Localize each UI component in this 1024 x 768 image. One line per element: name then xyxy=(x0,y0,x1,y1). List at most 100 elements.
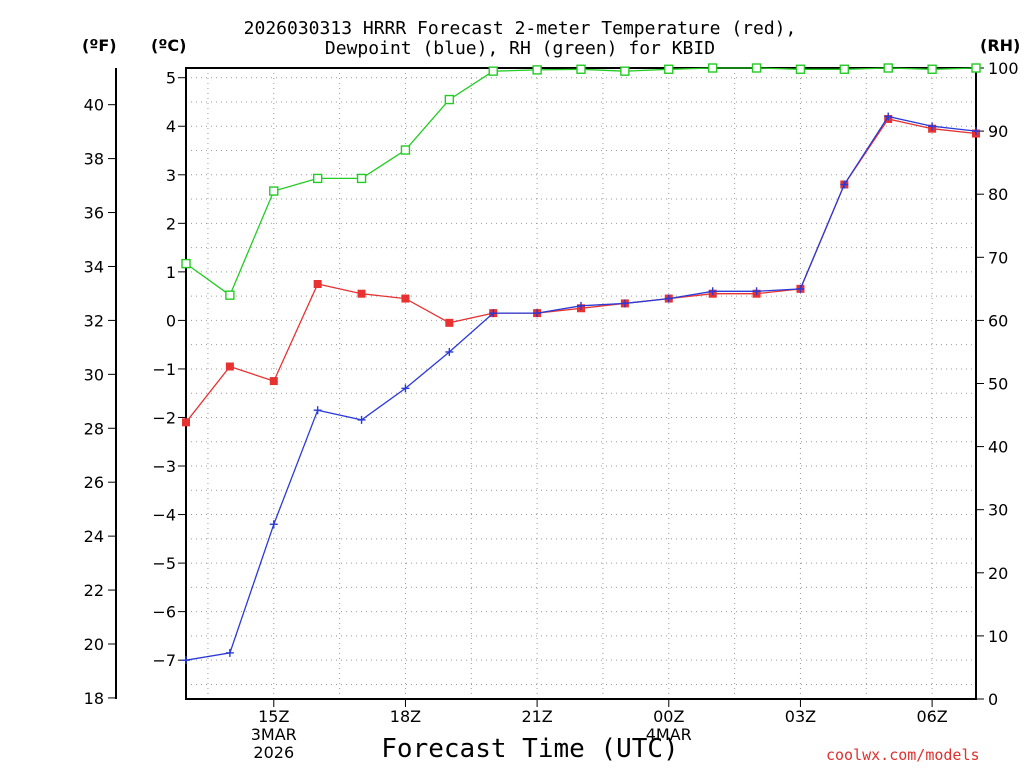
source-credit: coolwx.com/models xyxy=(826,746,980,764)
celsius-tick-label: −4 xyxy=(152,506,176,525)
dewpoint-point xyxy=(357,415,366,424)
dewpoint-point xyxy=(182,656,190,665)
x-tick-label: 3MAR xyxy=(251,725,297,744)
rh-tick-label: 60 xyxy=(988,311,1008,330)
rh-point xyxy=(751,63,762,73)
rh-point xyxy=(444,94,455,105)
rh-tick-label: 40 xyxy=(988,438,1008,457)
rh-point xyxy=(971,63,981,73)
fahrenheit-tick-label: 26 xyxy=(84,473,104,492)
x-tick-label: 00Z xyxy=(653,707,684,726)
fahrenheit-tick-label: 34 xyxy=(84,257,104,276)
celsius-tick-label: −7 xyxy=(152,651,176,670)
fahrenheit-tick-label: 20 xyxy=(84,635,104,654)
temperature-point xyxy=(313,279,322,288)
x-tick-label: 15Z xyxy=(258,707,289,726)
rh-point xyxy=(269,186,279,196)
chart-title-line-2: Dewpoint (blue), RH (green) for KBID xyxy=(324,38,716,59)
rh-axis-unit: (RH) xyxy=(980,36,1021,55)
rh-point xyxy=(181,258,191,269)
dewpoint-point xyxy=(577,301,585,310)
chart-title-line-1: 2026030313 HRRR Forecast 2-meter Tempera… xyxy=(243,18,797,39)
fahrenheit-tick-label: 22 xyxy=(84,581,104,600)
celsius-tick-label: −5 xyxy=(152,554,176,573)
dewpoint-point xyxy=(533,309,542,318)
dewpoint-point xyxy=(840,180,849,189)
dewpoint-point xyxy=(313,406,322,415)
rh-tick-label: 0 xyxy=(988,690,998,709)
celsius-tick-label: −1 xyxy=(152,360,176,379)
temperature-point xyxy=(445,318,454,327)
series-line xyxy=(185,115,977,661)
rh-point xyxy=(839,64,850,74)
dewpoint-point xyxy=(752,287,761,296)
rh-point xyxy=(532,65,542,75)
fahrenheit-tick-label: 40 xyxy=(84,96,104,115)
plot-frame xyxy=(185,67,977,700)
rh-tick-label: 70 xyxy=(988,248,1008,267)
rh-point xyxy=(488,66,498,76)
fahrenheit-tick-label: 28 xyxy=(84,419,104,438)
celsius-tick-label: 4 xyxy=(166,117,176,136)
fahrenheit-tick-label: 38 xyxy=(84,150,104,169)
dewpoint-point xyxy=(445,347,454,356)
celsius-tick-label: −6 xyxy=(152,603,176,622)
rh-tick-label: 90 xyxy=(988,122,1008,141)
rh-point xyxy=(576,64,586,74)
celsius-axis-unit: (ºC) xyxy=(151,36,187,55)
celsius-tick-label: −3 xyxy=(152,457,176,476)
rh-point xyxy=(664,64,674,74)
fahrenheit-axis-unit: (ºF) xyxy=(82,36,117,55)
rh-point xyxy=(927,64,937,74)
temperature-point xyxy=(269,377,278,386)
rh-point xyxy=(883,63,893,73)
rh-point xyxy=(795,64,806,74)
temperature-point xyxy=(182,418,190,427)
rh-point xyxy=(400,145,411,155)
x-tick-label: 4MAR xyxy=(646,725,692,744)
fahrenheit-tick-label: 30 xyxy=(84,365,104,384)
rh-tick-label: 20 xyxy=(988,564,1008,583)
fahrenheit-tick-label: 18 xyxy=(84,689,104,708)
rh-tick-label: 100 xyxy=(988,59,1019,78)
dewpoint-point xyxy=(664,294,673,303)
rh-point xyxy=(312,173,323,184)
dewpoint-point xyxy=(269,520,278,529)
celsius-tick-label: 5 xyxy=(166,69,176,88)
rh-point xyxy=(620,66,630,76)
dewpoint-point xyxy=(708,287,717,296)
celsius-tick-label: 0 xyxy=(166,311,176,330)
rh-point xyxy=(707,63,718,73)
fahrenheit-tick-label: 36 xyxy=(84,204,104,223)
celsius-tick-label: 3 xyxy=(166,166,176,185)
celsius-tick-label: −2 xyxy=(152,408,176,427)
temperature-point xyxy=(357,289,366,298)
rh-point xyxy=(356,173,367,184)
dewpoint-point xyxy=(489,309,498,318)
dewpoint-point xyxy=(225,648,234,657)
temperature-point xyxy=(401,294,410,303)
dewpoint-point xyxy=(884,112,893,121)
x-tick-label: 2026 xyxy=(253,743,294,762)
x-tick-label: 03Z xyxy=(785,707,816,726)
x-tick-label: 21Z xyxy=(521,707,552,726)
celsius-tick-label: 1 xyxy=(166,263,176,282)
fahrenheit-tick-label: 32 xyxy=(84,311,104,330)
rh-tick-label: 10 xyxy=(988,627,1008,646)
x-tick-label: 06Z xyxy=(916,707,947,726)
dewpoint-point xyxy=(972,127,980,136)
x-axis-label: Forecast Time (UTC) xyxy=(381,734,679,764)
temperature-point xyxy=(225,362,234,371)
rh-tick-label: 30 xyxy=(988,501,1008,520)
dewpoint-point xyxy=(796,284,805,293)
fahrenheit-tick-label: 24 xyxy=(84,527,104,546)
celsius-tick-label: 2 xyxy=(166,214,176,233)
dewpoint-point xyxy=(401,384,410,393)
dewpoint-point xyxy=(928,122,937,131)
rh-tick-label: 80 xyxy=(988,185,1008,204)
rh-tick-label: 50 xyxy=(988,375,1008,394)
rh-point xyxy=(225,290,235,300)
dewpoint-point xyxy=(620,299,629,308)
x-tick-label: 18Z xyxy=(390,707,421,726)
